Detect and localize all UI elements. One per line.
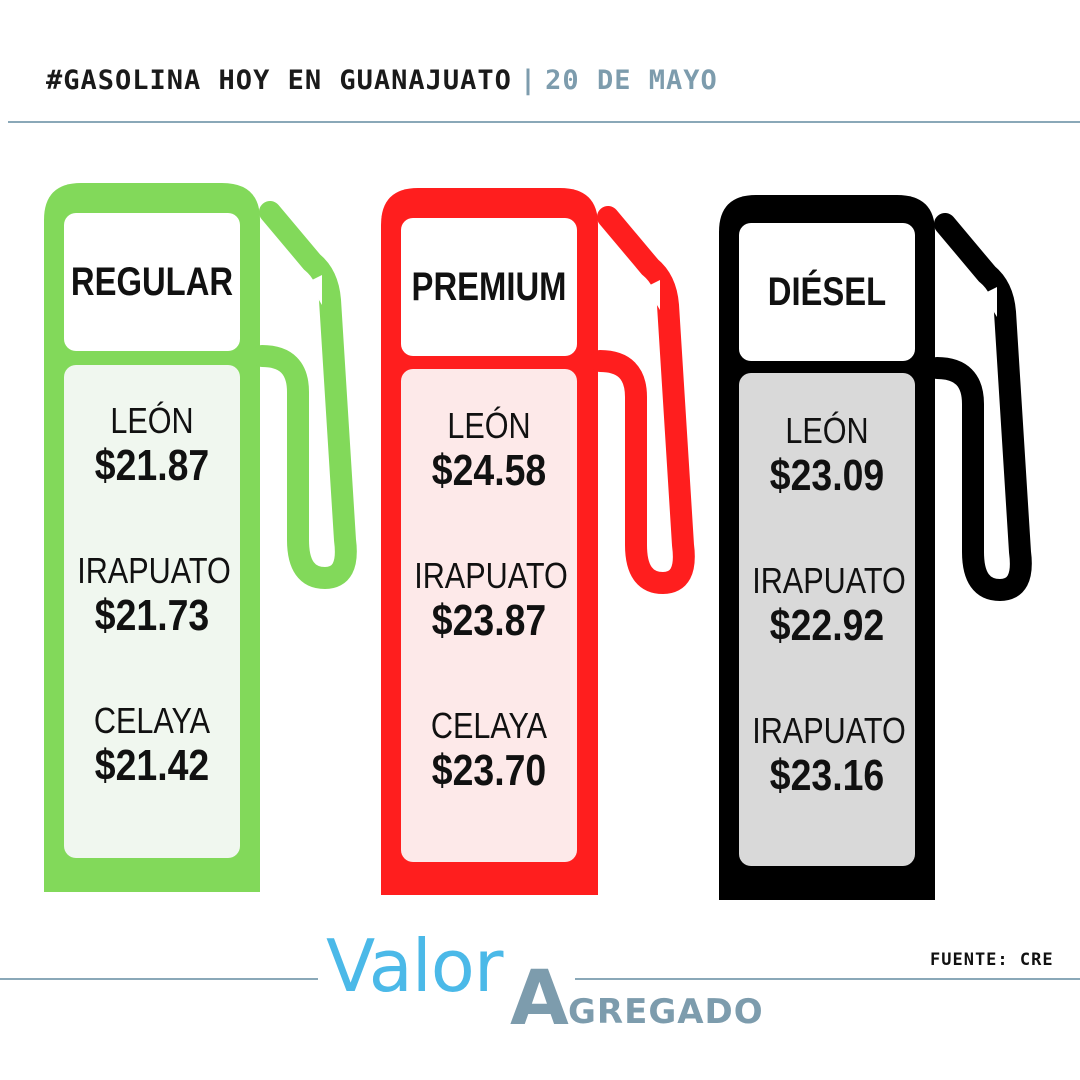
price-value: $21.73 [94, 591, 210, 640]
source-credit: FUENTE: CRE [930, 950, 1054, 970]
price-value: $23.87 [431, 596, 547, 645]
footer-divider-left [0, 978, 318, 980]
logo-letter-a: A [510, 953, 569, 1042]
price-value: $23.09 [769, 451, 885, 500]
price-city: LEÓN [447, 405, 531, 446]
page-title: #GASOLINA HOY EN GUANAJUATO [46, 64, 512, 96]
regular-pump-icon [44, 183, 357, 892]
price-city: LEÓN [110, 400, 194, 441]
regular-price-panel: LEÓN $21.87 IRAPUATO $21.73 CELAYA $21.4… [64, 401, 240, 851]
logo-word-valor: Valor [326, 924, 503, 1008]
price-value: $22.92 [769, 601, 885, 650]
price-city: IRAPUATO [414, 555, 568, 596]
header-date: 20 DE MAYO [545, 64, 718, 96]
premium-pump-icon [381, 188, 695, 895]
price-city: IRAPUATO [752, 560, 906, 601]
diesel-pump-label: DIÉSEL [767, 269, 887, 314]
premium-pump-label: PREMIUM [411, 264, 567, 309]
price-city: CELAYA [93, 700, 211, 741]
price-value: $24.58 [431, 446, 547, 495]
diesel-pump-icon [719, 195, 1032, 900]
page-header: #GASOLINA HOY EN GUANAJUATO | 20 DE MAYO [46, 58, 718, 102]
premium-price-panel: LEÓN $24.58 IRAPUATO $23.87 CELAYA $23.7… [401, 406, 577, 856]
footer-divider-right [575, 978, 1080, 980]
price-city: LEÓN [785, 410, 869, 451]
valor-agregado-logo: Valor A GREGADO [326, 924, 776, 1042]
diesel-price-panel: LEÓN $23.09 IRAPUATO $22.92 IRAPUATO $23… [739, 411, 915, 861]
header-divider [8, 121, 1080, 123]
price-value: $21.87 [94, 441, 210, 490]
price-value: $23.16 [769, 751, 885, 800]
price-city: CELAYA [430, 705, 548, 746]
price-city: IRAPUATO [752, 710, 906, 751]
price-city: IRAPUATO [77, 550, 231, 591]
header-separator: | [519, 64, 538, 96]
regular-pump-label: REGULAR [70, 259, 234, 304]
price-value: $21.42 [94, 741, 210, 790]
logo-word-gregado: GREGADO [568, 992, 764, 1032]
price-value: $23.70 [431, 746, 547, 795]
